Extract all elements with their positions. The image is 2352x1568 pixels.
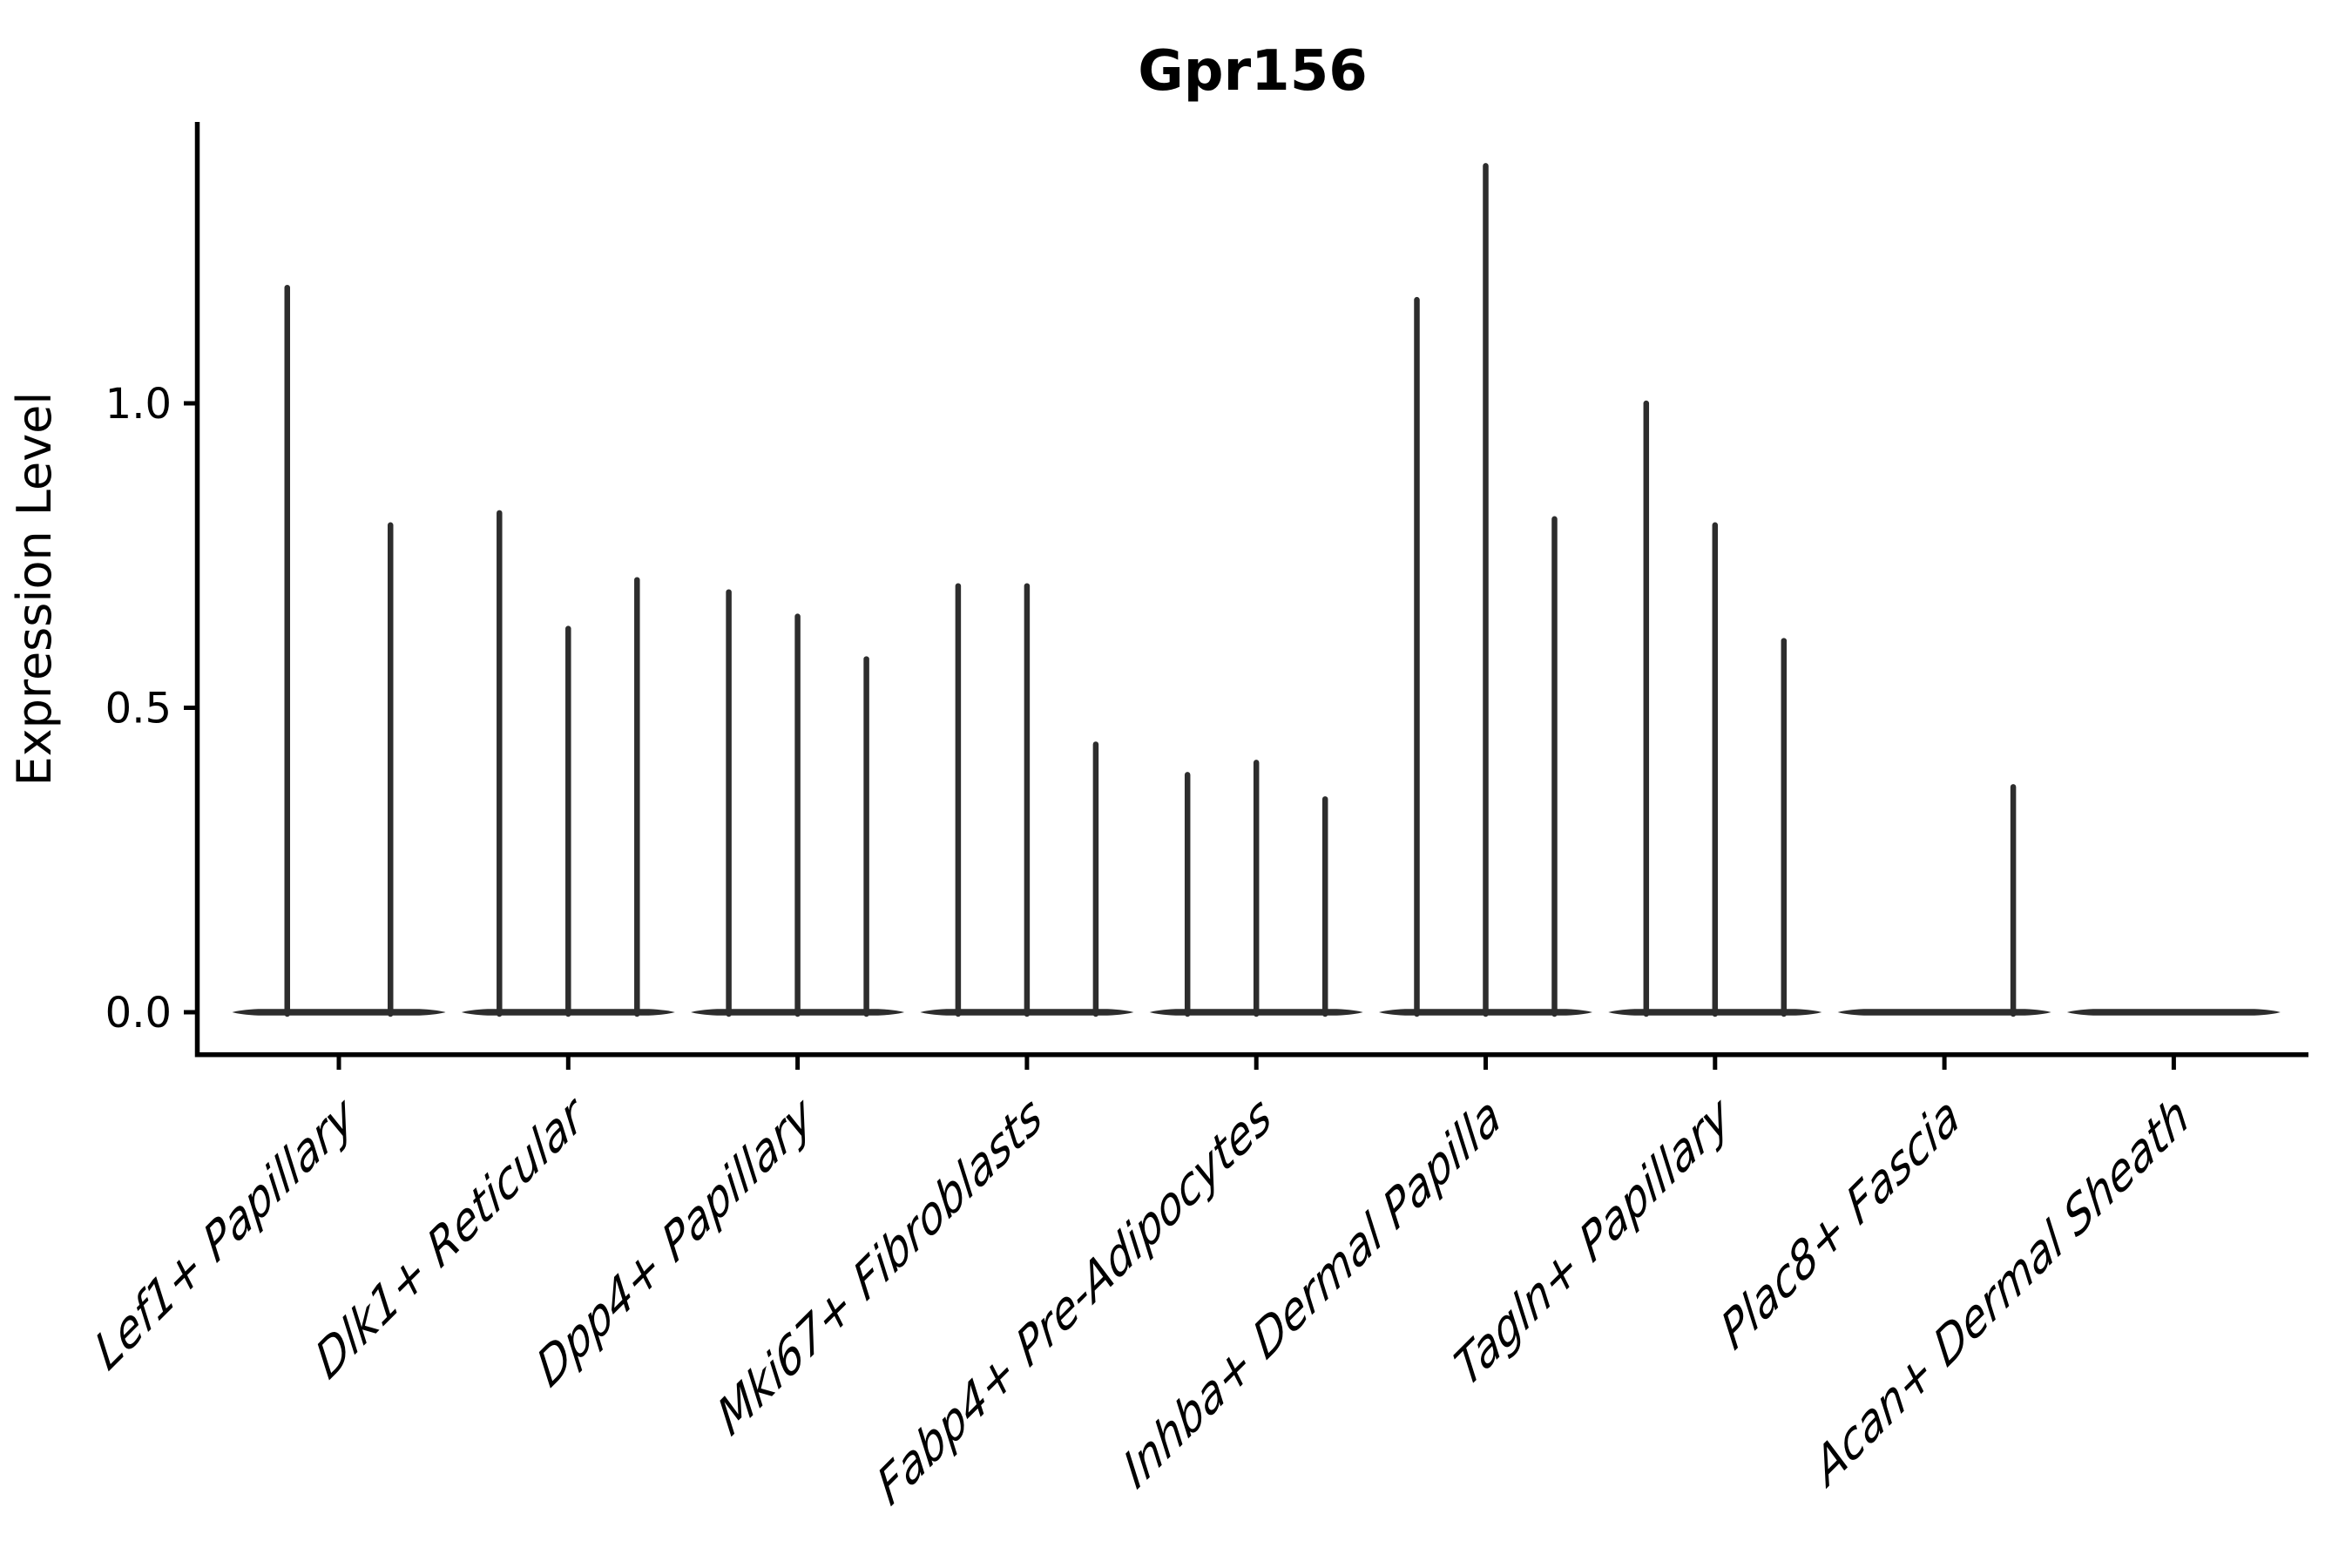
violins-layer — [232, 163, 2281, 1017]
violin-baseline — [232, 1009, 446, 1016]
x-tick-label: Plac8+ Fascia — [1713, 1084, 1967, 1362]
x-tick-label: Inhba+ Dermal Papilla — [1116, 1084, 1509, 1501]
plot-title: Gpr156 — [1138, 39, 1368, 104]
violin-baseline — [1837, 1009, 2051, 1016]
x-tick-label: Acan+ Dermal Sheath — [1806, 1084, 2197, 1499]
violin-baseline — [2066, 1009, 2281, 1016]
x-tick-label: Fabp4+ Pre-Adipocytes — [870, 1084, 1280, 1517]
y-tick-label: 0.0 — [105, 989, 172, 1037]
y-axis-ticks: 0.0 0.5 1.0 — [105, 380, 197, 1037]
y-tick-label: 0.5 — [105, 685, 172, 733]
x-axis-ticks — [336, 1057, 2176, 1070]
y-tick-label: 1.0 — [105, 380, 172, 429]
y-axis-label: Expression Level — [7, 392, 62, 787]
